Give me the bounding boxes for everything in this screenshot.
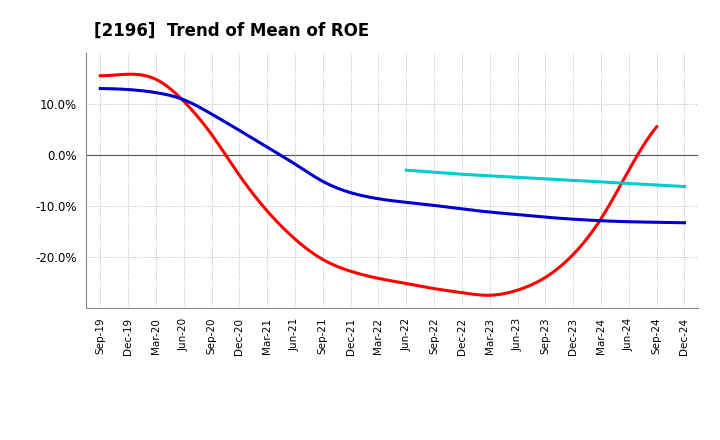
Legend: 3 Years, 5 Years, 7 Years, 10 Years: 3 Years, 5 Years, 7 Years, 10 Years — [183, 437, 602, 440]
Text: [2196]  Trend of Mean of ROE: [2196] Trend of Mean of ROE — [94, 22, 369, 40]
